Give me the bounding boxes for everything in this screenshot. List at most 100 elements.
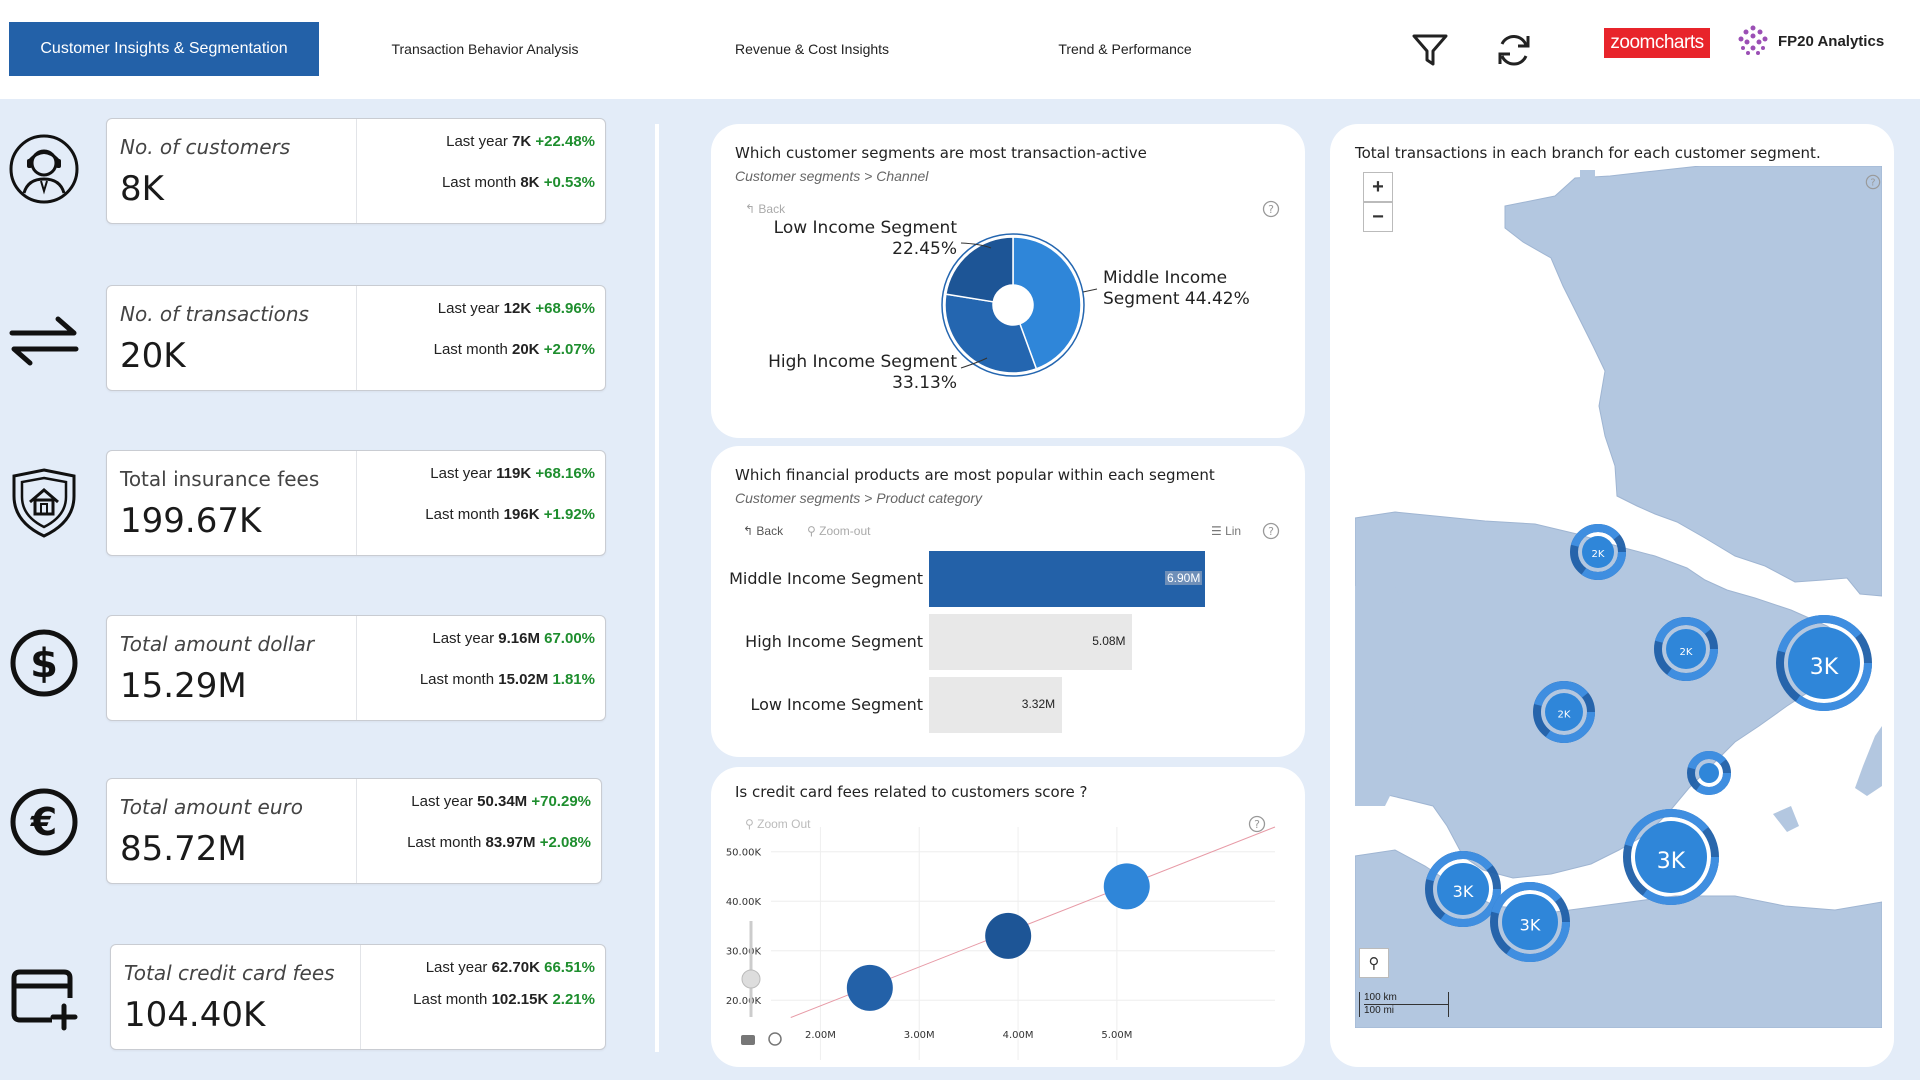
map-cluster-label: 2K: [1592, 549, 1605, 560]
map-sea: [1785, 766, 1855, 826]
kpi-last-month: Last month 15.02M 1.81%: [420, 671, 595, 688]
euro-icon: €: [10, 788, 78, 856]
zoom-out-button[interactable]: ⚲ Zoom Out: [745, 817, 811, 831]
dollar-icon: $: [10, 629, 78, 697]
map-cluster-label: 3K: [1657, 849, 1686, 874]
image-export-icon[interactable]: [741, 1035, 755, 1045]
map-cluster[interactable]: 2K: [1533, 681, 1595, 743]
bar-high-income-segment[interactable]: [929, 614, 1133, 670]
tab-transaction-behavior[interactable]: Transaction Behavior Analysis: [391, 41, 579, 57]
ly-value: 9.16M: [498, 630, 540, 647]
kpi-last-year: Last year 119K +68.16%: [430, 465, 595, 482]
kpi-main: Total amount dollar 15.29M: [107, 616, 357, 720]
segments-pie-panel: Which customer segments are most transac…: [711, 124, 1305, 438]
map-land-portugal: [1355, 586, 1415, 806]
map-cluster-label: 2K: [1680, 647, 1693, 658]
map-zoom-in-button[interactable]: +: [1363, 172, 1393, 202]
kpi-value: 199.67K: [120, 501, 262, 541]
help-icon[interactable]: ?: [1262, 522, 1280, 540]
kpi-last-month: Last month 8K +0.53%: [442, 174, 595, 191]
ly-pct: +68.16%: [535, 465, 595, 482]
zoomcharts-logo: zoomcharts: [1604, 28, 1710, 58]
pie-slice-middle-income-segment[interactable]: [1012, 236, 1082, 370]
lm-value: 83.97M: [485, 834, 536, 851]
map-cluster[interactable]: [1687, 751, 1731, 795]
svg-text:?: ?: [1268, 203, 1274, 216]
y-tick-label: 40.00K: [726, 897, 762, 908]
bar-category-label: High Income Segment: [745, 632, 923, 651]
kpi-main: Total amount euro 85.72M: [107, 779, 357, 883]
ly-value: 119K: [496, 465, 532, 482]
ly-value: 7K: [512, 133, 532, 150]
svg-text:?: ?: [1870, 178, 1875, 189]
kpi-card-dollar: Total amount dollar 15.29M Last year 9.1…: [106, 615, 606, 721]
pie-label-middle-pct: Segment 44.42%: [1103, 289, 1250, 309]
bar-middle-income-segment[interactable]: [929, 551, 1205, 607]
map-view[interactable]: + − ? 2K 2K 3K 2K 3K 3K 3K ⚲ 100 km 100 mi: [1355, 166, 1882, 1028]
scale-toggle[interactable]: ☰ Lin: [1211, 524, 1242, 538]
tab-trend-performance[interactable]: Trend & Performance: [1058, 41, 1192, 57]
ly-pct: 66.51%: [544, 959, 595, 976]
pie-label-high-pct: 33.13%: [892, 373, 957, 393]
transfer-arrows-icon: [9, 316, 79, 366]
panel-title: Which financial products are most popula…: [735, 466, 1215, 484]
kpi-last-month: Last month 196K +1.92%: [425, 506, 595, 523]
map-cluster-label: 2K: [1558, 710, 1571, 721]
pie-chart[interactable]: [711, 124, 1305, 438]
map-scale-mi: 100 mi: [1364, 1005, 1395, 1016]
map-island-balearic-2: [1695, 720, 1709, 732]
pie-slice-low-income-segment[interactable]: [945, 236, 1014, 303]
panel-title: Is credit card fees related to customers…: [735, 783, 1088, 801]
lm-pct: +2.08%: [539, 834, 591, 851]
lm-label: Last month: [413, 991, 488, 1008]
map-cluster[interactable]: 3K: [1490, 882, 1570, 962]
pie-label-high-name: High Income Segment: [768, 352, 957, 372]
help-icon[interactable]: ?: [1262, 200, 1280, 218]
kpi-value: 85.72M: [120, 829, 247, 869]
scatter-point[interactable]: [1103, 863, 1150, 910]
filter-icon[interactable]: [1410, 30, 1450, 70]
x-tick-label: 3.00M: [904, 1030, 935, 1041]
map-cluster[interactable]: 3K: [1623, 809, 1719, 905]
map-scale-km: 100 km: [1364, 992, 1448, 1005]
pie-leader-line: [1082, 288, 1098, 293]
map-zoom-out-button[interactable]: −: [1363, 202, 1393, 232]
help-icon[interactable]: ?: [1248, 815, 1266, 833]
map-help-icon[interactable]: ?: [1865, 174, 1881, 190]
tab-customer-insights[interactable]: Customer Insights & Segmentation: [9, 22, 319, 76]
scatter-point[interactable]: [846, 964, 893, 1011]
kpi-value: 104.40K: [124, 995, 266, 1035]
customer-icon: [9, 134, 79, 204]
kpi-last-month: Last month 102.15K 2.21%: [413, 991, 595, 1008]
map-lasso-button[interactable]: ⚲: [1359, 948, 1389, 978]
fp20-logo-text: FP20 Analytics: [1778, 32, 1885, 50]
lm-label: Last month: [407, 834, 482, 851]
map-land-uk-fragment: [1580, 170, 1595, 184]
lm-pct: +0.53%: [543, 174, 595, 191]
ly-label: Last year: [432, 630, 495, 647]
map-cluster[interactable]: 2K: [1570, 524, 1626, 580]
kpi-value: 15.29M: [120, 666, 247, 706]
back-button[interactable]: ↰ Back: [745, 202, 786, 216]
zoom-out-button[interactable]: ⚲ Zoom-out: [807, 524, 871, 538]
products-bar-panel: Which financial products are most popula…: [711, 446, 1305, 757]
back-button[interactable]: ↰ Back: [743, 524, 784, 538]
scatter-point[interactable]: [985, 912, 1032, 959]
pie-slice-high-income-segment[interactable]: [944, 293, 1038, 374]
y-range-slider-handle[interactable]: [741, 969, 761, 989]
lasso-icon[interactable]: [768, 1032, 782, 1046]
bar-category-label: Low Income Segment: [750, 695, 923, 714]
scale-label: Lin: [1225, 524, 1242, 538]
pie-label-middle: Middle Income Segment 44.42%: [1103, 268, 1303, 310]
map-cluster[interactable]: 2K: [1654, 617, 1718, 681]
x-tick-label: 5.00M: [1101, 1030, 1132, 1041]
lm-value: 102.15K: [491, 991, 549, 1008]
tab-revenue-cost[interactable]: Revenue & Cost Insights: [734, 41, 890, 57]
refresh-icon[interactable]: [1494, 30, 1534, 70]
map-cluster[interactable]: 3K: [1425, 851, 1501, 927]
map-clusters[interactable]: 2K 2K 3K 2K 3K 3K 3K: [1355, 166, 1882, 1028]
bar-low-income-segment[interactable]: [929, 677, 1062, 733]
scatter-chart[interactable]: 20.00K 30.00K 40.00K 50.00K 2.00M 3.00M 4.00M 5…: [711, 767, 1305, 1067]
map-cluster[interactable]: 3K: [1776, 615, 1872, 711]
lm-pct: +2.07%: [543, 341, 595, 358]
